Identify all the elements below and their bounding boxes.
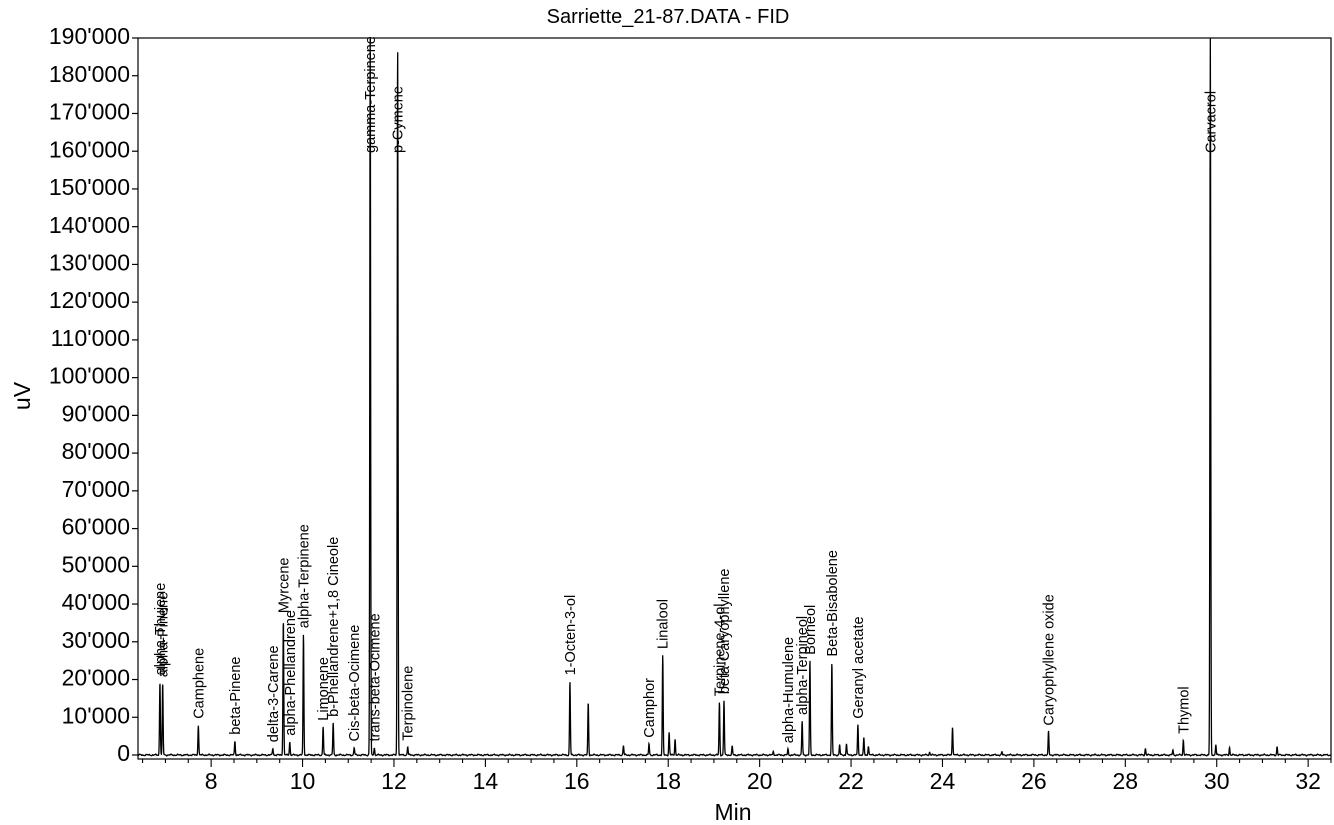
x-tick-label: 10 (290, 768, 316, 794)
x-tick-label: 8 (205, 768, 218, 794)
peak-label: Cis-beta-Ocimene (347, 625, 363, 742)
peak-label-text: Carvacrol (1203, 91, 1219, 153)
y-tick-label: 80'000 (62, 438, 130, 464)
peak-label-text: alpha-Thujene (153, 583, 169, 676)
peak-label: Carvacrol (1203, 91, 1219, 153)
peak-label: Limonene (316, 657, 332, 721)
peak-label: b-Phellandrene+1,8 Cineole (326, 537, 342, 717)
x-tick-label: 30 (1204, 768, 1230, 794)
fid-trace-line (137, 37, 1331, 757)
peak-label-text: delta-3-Carene (266, 645, 282, 742)
y-tick-label: 160'000 (49, 136, 130, 162)
x-tick-label: 18 (655, 768, 681, 794)
y-tick-label: 170'000 (49, 99, 130, 125)
x-tick-label: 20 (747, 768, 773, 794)
peak-label-text: beta-Caryophyllene (717, 569, 733, 695)
x-axis: 8 10 12 14 16 18 20 22 24 26 28 30 32 (142, 759, 1332, 794)
peak-label-text: Myrcene (276, 557, 292, 613)
y-tick-label: 10'000 (62, 702, 130, 728)
peak-label-text: b-Phellandrene+1,8 Cineole (326, 537, 342, 717)
peak-label-text: Terpinene-4-ol (712, 603, 728, 696)
peak-label: trans-beta-Ocimene (367, 613, 383, 741)
y-axis-label: uV (9, 381, 35, 410)
chart-title: Sarriette_21-87.DATA - FID (547, 6, 790, 28)
peak-label: Geranyl acetate (851, 616, 867, 718)
peak-label: beta-Pinene (228, 656, 244, 734)
peak-label: Myrcene (276, 557, 292, 613)
peak-label: Linalool (656, 599, 672, 649)
peak-label: Terpinolene (401, 666, 417, 741)
peak-label-text: trans-beta-Ocimene (367, 613, 383, 741)
peak-label-text: Caryophyllene oxide (1042, 594, 1058, 725)
plot-frame (137, 37, 1332, 760)
peak-label-text: Cis-beta-Ocimene (347, 625, 363, 742)
x-axis-label: Min (714, 799, 751, 825)
peak-label-text: Thymol (1176, 686, 1192, 734)
peak-label-text: beta-Pinene (228, 656, 244, 734)
peak-label: beta-Caryophyllene (717, 569, 733, 695)
peak-label-text: Linalool (656, 599, 672, 649)
peak-label: gamma-Terpinene (363, 36, 379, 153)
x-tick-label: 12 (381, 768, 407, 794)
peak-label-text: alpha-Pinene (156, 592, 172, 677)
peak-label-text: Limonene (316, 657, 332, 721)
y-tick-label: 60'000 (62, 514, 130, 540)
y-tick-label: 180'000 (49, 61, 130, 87)
y-tick-label: 90'000 (62, 400, 130, 426)
peak-label-text: Camphor (642, 678, 658, 738)
peak-label: Terpinene-4-ol (712, 603, 728, 696)
y-tick-label: 190'000 (49, 23, 130, 49)
peak-label: 1-Octen-3-ol (563, 595, 579, 676)
y-tick-label: 140'000 (49, 212, 130, 238)
x-tick-label: 24 (930, 768, 956, 794)
peak-label-text: Borneol (803, 605, 819, 655)
x-tick-label: 22 (838, 768, 864, 794)
plot-border (137, 37, 1332, 760)
peak-label: Caryophyllene oxide (1042, 594, 1058, 725)
x-tick-label: 16 (564, 768, 590, 794)
peak-label-text: Camphene (191, 648, 207, 719)
x-tick-label: 14 (473, 768, 499, 794)
y-axis: 0 10'000 20'000 30'000 40'000 50'000 60'000 70'… (49, 23, 138, 766)
y-tick-label: 150'000 (49, 174, 130, 200)
y-tick-label: 0 (117, 740, 130, 766)
peak-label: delta-3-Carene (266, 645, 282, 742)
x-tick-label: 32 (1295, 768, 1321, 794)
peak-label: alpha-Pinene (156, 592, 172, 677)
peak-label: p-Cymene (391, 86, 407, 153)
peak-label-text: Beta-Bisabolene (825, 550, 841, 656)
peak-label-text: Geranyl acetate (851, 616, 867, 718)
peak-label: alpha-Thujene (153, 583, 169, 676)
y-tick-label: 110'000 (51, 325, 130, 351)
y-tick-label: 20'000 (62, 665, 130, 691)
peak-label-text: alpha-Terpineol (795, 616, 811, 715)
peak-label: Camphene (191, 648, 207, 719)
peak-label-text: Terpinolene (401, 666, 417, 741)
peak-label: alpha-Phellandrene (283, 610, 299, 736)
y-tick-label: 130'000 (49, 249, 130, 275)
peak-label-text: 1-Octen-3-ol (563, 595, 579, 676)
x-tick-label: 26 (1021, 768, 1047, 794)
peak-label-text: alpha-Humulene (781, 637, 797, 743)
peak-label: alpha-Terpineol (795, 616, 811, 715)
peak-label-text: gamma-Terpinene (363, 36, 379, 153)
y-tick-label: 40'000 (62, 589, 130, 615)
y-tick-label: 70'000 (62, 476, 130, 502)
y-tick-label: 30'000 (62, 627, 130, 653)
peak-label: Borneol (803, 605, 819, 655)
peak-label: alpha-Humulene (781, 637, 797, 743)
y-tick-label: 100'000 (49, 363, 130, 389)
peak-label: Thymol (1176, 686, 1192, 734)
peak-label: Camphor (642, 678, 658, 738)
peak-label-text: alpha-Terpinene (297, 524, 313, 628)
y-tick-label: 120'000 (49, 287, 130, 313)
peak-label: alpha-Terpinene (297, 524, 313, 628)
peak-label-text: alpha-Phellandrene (283, 610, 299, 736)
peak-label-text: p-Cymene (391, 86, 407, 153)
x-tick-label: 28 (1113, 768, 1139, 794)
peak-label: Beta-Bisabolene (825, 550, 841, 656)
y-tick-label: 50'000 (62, 551, 130, 577)
